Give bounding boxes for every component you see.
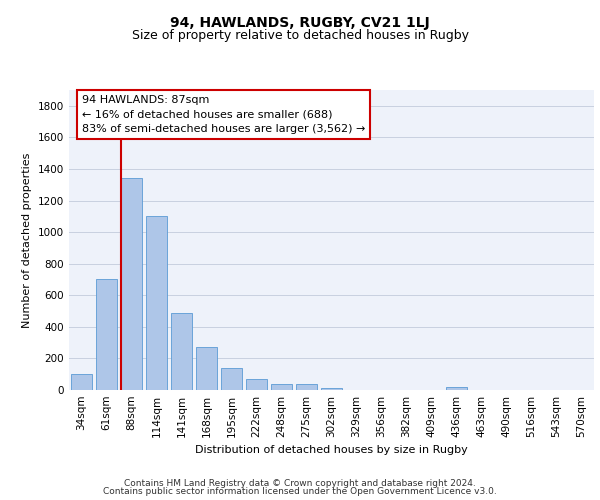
Bar bbox=[271, 384, 292, 390]
X-axis label: Distribution of detached houses by size in Rugby: Distribution of detached houses by size … bbox=[195, 446, 468, 456]
Bar bbox=[296, 384, 317, 390]
Text: Contains HM Land Registry data © Crown copyright and database right 2024.: Contains HM Land Registry data © Crown c… bbox=[124, 478, 476, 488]
Bar bbox=[171, 312, 192, 390]
Bar bbox=[96, 280, 117, 390]
Bar bbox=[446, 387, 467, 390]
Bar bbox=[196, 348, 217, 390]
Text: Contains public sector information licensed under the Open Government Licence v3: Contains public sector information licen… bbox=[103, 487, 497, 496]
Bar bbox=[321, 388, 342, 390]
Text: 94 HAWLANDS: 87sqm
← 16% of detached houses are smaller (688)
83% of semi-detach: 94 HAWLANDS: 87sqm ← 16% of detached hou… bbox=[82, 94, 365, 134]
Y-axis label: Number of detached properties: Number of detached properties bbox=[22, 152, 32, 328]
Text: Size of property relative to detached houses in Rugby: Size of property relative to detached ho… bbox=[131, 28, 469, 42]
Bar bbox=[71, 374, 92, 390]
Bar bbox=[146, 216, 167, 390]
Bar bbox=[121, 178, 142, 390]
Bar bbox=[221, 368, 242, 390]
Text: 94, HAWLANDS, RUGBY, CV21 1LJ: 94, HAWLANDS, RUGBY, CV21 1LJ bbox=[170, 16, 430, 30]
Bar bbox=[246, 379, 267, 390]
